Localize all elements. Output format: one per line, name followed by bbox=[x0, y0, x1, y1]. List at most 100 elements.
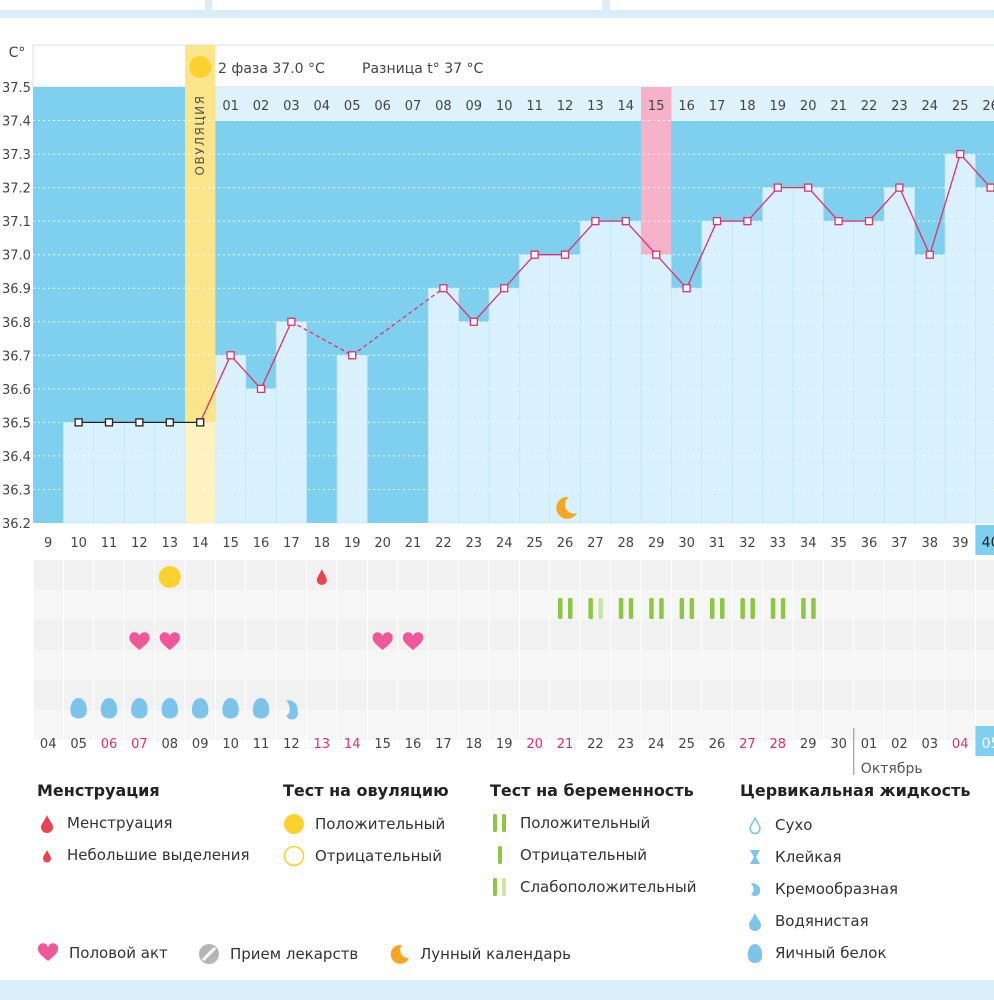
phase2-header bbox=[215, 87, 994, 121]
pregnancy-test-bar bbox=[558, 598, 563, 619]
moon-icon bbox=[390, 944, 409, 964]
egg-white-drop-icon bbox=[100, 698, 118, 719]
pregnancy-test-bar bbox=[679, 598, 685, 619]
temp-line-segment bbox=[655, 254, 688, 289]
temp-line-segment bbox=[625, 220, 657, 256]
phase2-day-label: 14 bbox=[618, 99, 635, 114]
pregnancy-test-bar bbox=[720, 598, 725, 619]
calendar-date-label: 12 bbox=[283, 737, 300, 752]
legend-label: Прием лекарств bbox=[230, 945, 359, 963]
temp-bar bbox=[63, 422, 95, 524]
y-tick-label: 36.7 bbox=[2, 349, 31, 364]
diff-text: Разница t° 37 °C bbox=[362, 61, 483, 77]
phase2-day-label: 04 bbox=[314, 99, 331, 114]
phase2-day-label: 19 bbox=[770, 99, 787, 114]
calendar-date-label: 30 bbox=[830, 737, 847, 752]
legend-item-sticky: Клейкая bbox=[745, 847, 842, 867]
cycle-day-label: 35 bbox=[830, 536, 847, 551]
temp-point bbox=[165, 418, 174, 427]
legend-label: Менструация bbox=[67, 814, 173, 832]
temp-bar bbox=[640, 254, 672, 524]
legend-item-moon: Лунный календарь bbox=[388, 943, 571, 965]
calendar-date-label: 06 bbox=[101, 737, 118, 752]
temp-bar bbox=[823, 220, 855, 524]
legend-item-egg-white: Яичный белок bbox=[745, 943, 887, 963]
calendar-date-label: 14 bbox=[344, 737, 361, 752]
temp-bar bbox=[701, 220, 733, 524]
temp-point bbox=[74, 418, 83, 427]
y-tick-label: 36.5 bbox=[2, 416, 31, 431]
top-bar-segment bbox=[0, 0, 205, 10]
temp-bar bbox=[731, 220, 763, 524]
temp-bar bbox=[579, 220, 611, 524]
temp-bar bbox=[488, 287, 520, 524]
y-tick-label: 36.8 bbox=[2, 316, 31, 331]
phase2-day-label: 25 bbox=[952, 99, 969, 114]
temp-bar bbox=[123, 422, 155, 524]
cycle-day-label: 13 bbox=[162, 536, 179, 551]
legend-label: Отрицательный bbox=[315, 847, 443, 865]
legend-item-pregnancy-positive: Положительный bbox=[490, 813, 650, 833]
bottom-bar bbox=[0, 980, 994, 1000]
y-tick-label: 37.3 bbox=[2, 148, 31, 163]
phase2-day-label: 12 bbox=[557, 99, 574, 114]
hourglass-icon bbox=[750, 850, 760, 864]
y-tick-label: 36.3 bbox=[2, 483, 31, 498]
temp-bar bbox=[275, 321, 307, 524]
temp-point bbox=[226, 351, 235, 360]
temp-line-segment bbox=[959, 153, 992, 189]
temp-bar bbox=[610, 220, 642, 524]
legend-item-dry: Сухо bbox=[745, 815, 812, 835]
egg-white-drop-icon bbox=[161, 698, 179, 719]
temp-point bbox=[560, 250, 570, 259]
single-bar-green-icon bbox=[498, 846, 502, 864]
temp-point bbox=[530, 250, 539, 259]
cycle-day-label: 12 bbox=[131, 536, 148, 551]
calendar-date-label: 05 bbox=[982, 736, 994, 752]
temp-point bbox=[652, 250, 661, 259]
y-tick-label: 37.5 bbox=[2, 81, 31, 96]
legend-label: Положительный bbox=[315, 815, 446, 833]
heart-icon bbox=[37, 943, 59, 961]
temp-line-segment bbox=[807, 187, 840, 222]
temp-bar bbox=[154, 422, 186, 524]
top-bar-segment bbox=[212, 0, 602, 10]
temp-line-segment bbox=[230, 354, 262, 390]
legend-title-menstruation: Менструация bbox=[37, 781, 160, 800]
y-tick-label: 37.4 bbox=[2, 115, 31, 130]
pregnancy-test-bar bbox=[598, 598, 603, 619]
calendar-date-label: 02 bbox=[891, 737, 908, 752]
temp-bar bbox=[853, 220, 885, 524]
calendar-date-label: 29 bbox=[800, 737, 817, 752]
creamy-drop-icon bbox=[751, 883, 761, 897]
temp-bar bbox=[215, 355, 247, 524]
cycle-day-label: 36 bbox=[861, 536, 878, 551]
heart-icon bbox=[129, 632, 150, 650]
legend-title-cervical: Цервикальная жидкость bbox=[740, 781, 971, 800]
phase2-day-label: 03 bbox=[283, 99, 300, 114]
marker-row bbox=[33, 590, 994, 620]
phase2-day-label: 16 bbox=[678, 99, 695, 114]
temp-point bbox=[196, 418, 205, 427]
phase2-day-label: 09 bbox=[466, 99, 483, 114]
ovulation-label: ОВУЛЯЦИЯ bbox=[193, 95, 207, 176]
phase2-day-label: 23 bbox=[891, 99, 908, 114]
temp-line-segment bbox=[746, 187, 779, 222]
y-tick-label: 37.1 bbox=[2, 215, 31, 230]
temp-line-segment bbox=[868, 187, 900, 222]
pregnancy-test-bar bbox=[588, 598, 593, 619]
cycle-day-label: 28 bbox=[618, 536, 635, 551]
temp-bar bbox=[944, 153, 976, 524]
marker-row bbox=[33, 620, 994, 650]
y-tick-label: 36.2 bbox=[2, 517, 31, 532]
spotting-drop-icon bbox=[316, 569, 327, 585]
egg-white-drop-icon bbox=[191, 698, 209, 719]
y-tick-label: 36.9 bbox=[2, 282, 31, 297]
cycle-day-label: 39 bbox=[952, 536, 969, 551]
temp-bar bbox=[762, 187, 794, 524]
heart-icon bbox=[402, 632, 424, 650]
calendar-date-label: 18 bbox=[466, 737, 483, 752]
cycle-day-label: 15 bbox=[222, 536, 239, 551]
current-day-bg bbox=[975, 525, 994, 555]
